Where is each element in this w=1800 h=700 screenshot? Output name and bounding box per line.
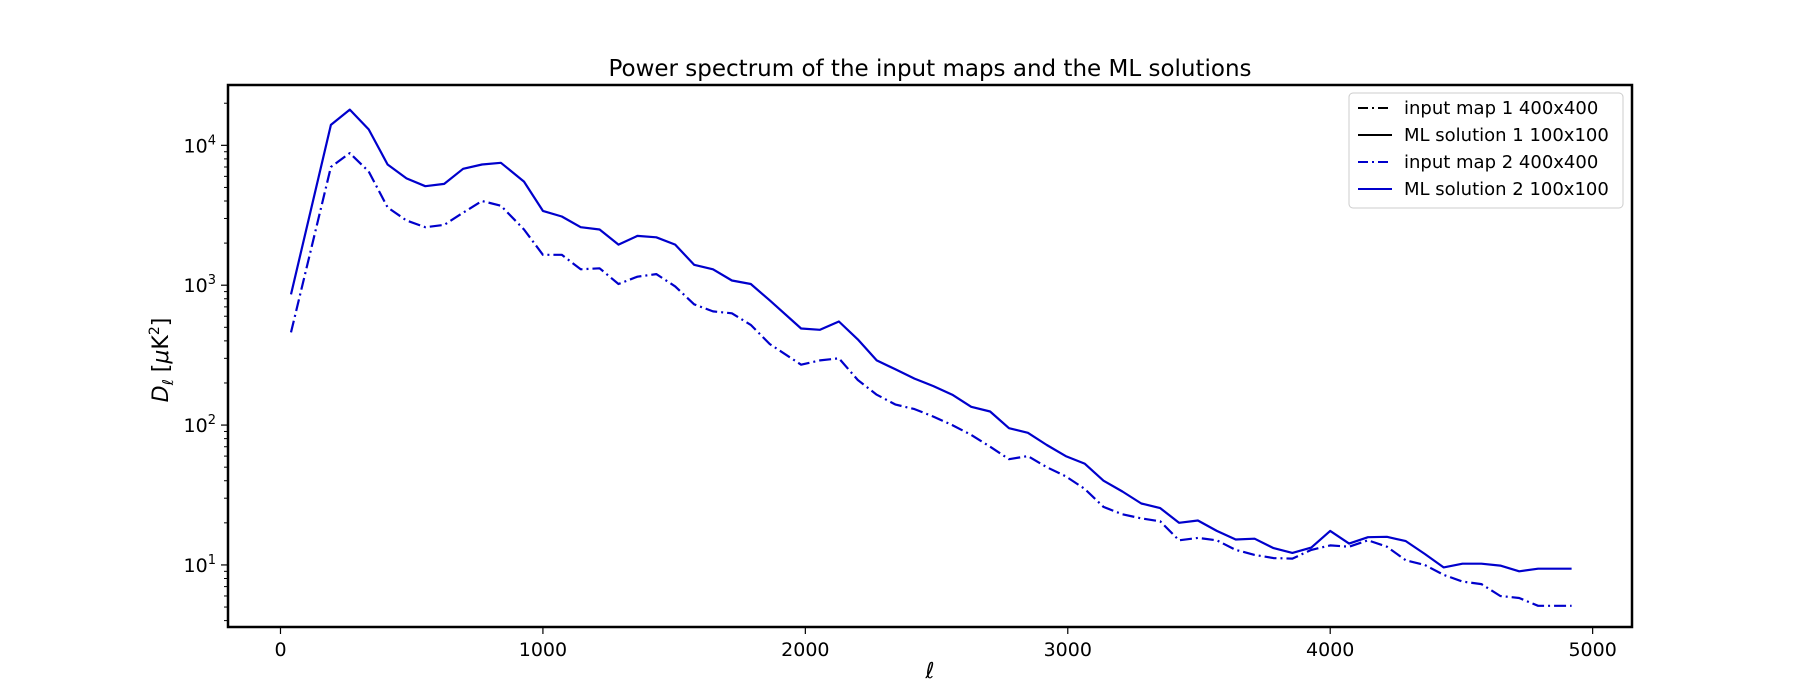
svg-text:Dℓ [μK2]: Dℓ [μK2] xyxy=(147,318,177,403)
legend-label-2: input map 2 400x400 xyxy=(1404,152,1598,173)
series-line-3 xyxy=(289,108,1572,573)
chart-title: Power spectrum of the input maps and the… xyxy=(608,56,1251,82)
legend: input map 1 400x400 ML solution 1 100x100… xyxy=(1348,92,1624,209)
y-tick-label-2: 103 xyxy=(184,273,216,297)
x-axis-label: ℓ xyxy=(924,659,934,684)
plot-frame xyxy=(226,83,1634,629)
series-line-2 xyxy=(289,152,1572,607)
x-tick-label-1: 1000 xyxy=(519,639,567,661)
x-tick-label-3: 3000 xyxy=(1044,639,1092,661)
legend-label-1: ML solution 1 100x100 xyxy=(1404,125,1609,146)
legend-box xyxy=(1348,92,1624,209)
x-axis-ticks: 0 1000 2000 3000 4000 5000 xyxy=(274,627,1617,661)
y-axis-ticks: 101 102 103 104 xyxy=(184,102,228,622)
plot-lines xyxy=(289,108,1572,607)
legend-label-3: ML solution 2 100x100 xyxy=(1404,179,1609,200)
y-tick-label-3: 104 xyxy=(184,133,216,157)
legend-label-0: input map 1 400x400 xyxy=(1404,98,1598,119)
y-tick-label-0: 101 xyxy=(184,553,216,577)
y-axis-label: Dℓ [μK2] xyxy=(147,318,177,403)
x-tick-label-5: 5000 xyxy=(1568,639,1616,661)
x-tick-label-2: 2000 xyxy=(781,639,829,661)
y-tick-label-1: 102 xyxy=(184,413,216,437)
x-tick-label-0: 0 xyxy=(274,639,286,661)
x-tick-label-4: 4000 xyxy=(1306,639,1354,661)
